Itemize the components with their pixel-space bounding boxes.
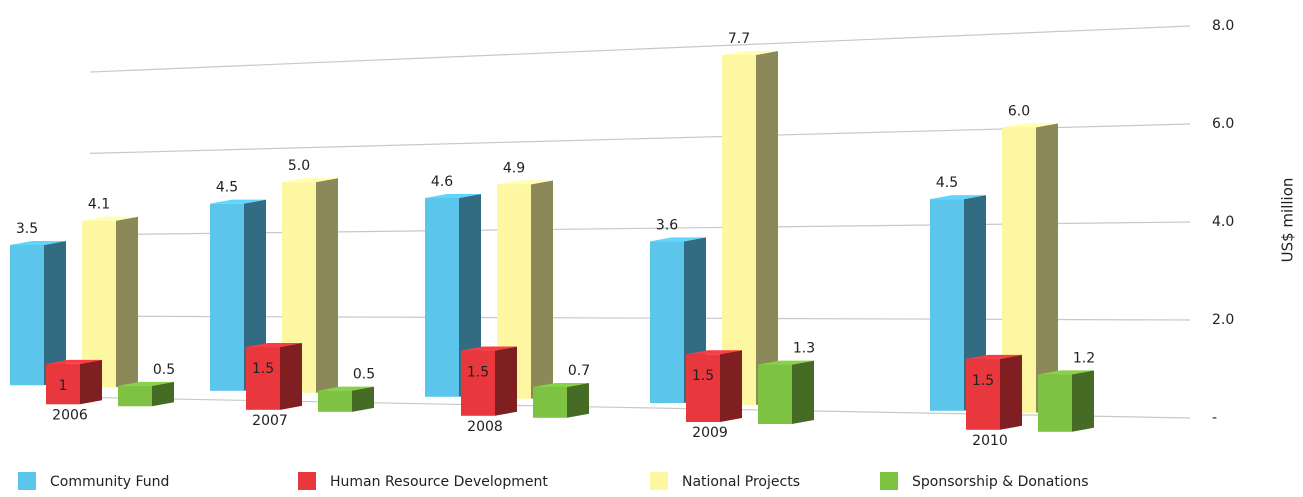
- bar-side: [531, 180, 553, 399]
- bar-side: [567, 382, 589, 418]
- legend-label: Human Resource Development: [330, 474, 548, 490]
- x-tick-label: 2009: [692, 425, 728, 441]
- data-label: 1.5: [252, 361, 274, 377]
- bar-top: [686, 350, 742, 355]
- bar: [425, 198, 459, 397]
- y-tick-label: 4.0: [1212, 214, 1234, 230]
- data-label: 1.3: [793, 341, 815, 357]
- bar-side: [44, 241, 66, 386]
- bar: [533, 386, 567, 418]
- y-tick-label: 2.0: [1212, 312, 1234, 328]
- y-tick-label: 8.0: [1212, 18, 1234, 34]
- bar: [318, 390, 352, 412]
- bar-side: [280, 343, 302, 410]
- bar-top: [1002, 123, 1058, 128]
- bar-side: [1036, 123, 1058, 413]
- legend-label: Community Fund: [50, 474, 169, 490]
- bar-top: [246, 343, 302, 348]
- data-label: 5.0: [288, 158, 310, 174]
- data-label: 4.5: [216, 180, 238, 196]
- bar-top: [650, 237, 706, 242]
- bar: [461, 350, 495, 416]
- data-label: 1: [59, 378, 68, 394]
- x-tick-label: 2006: [52, 407, 88, 423]
- data-label: 4.1: [88, 197, 110, 213]
- bar-side: [152, 381, 174, 407]
- bar: [118, 385, 152, 407]
- data-label: 3.5: [16, 221, 38, 237]
- bar-top: [1038, 370, 1094, 375]
- bar: [246, 347, 280, 410]
- bar-top: [758, 360, 814, 365]
- bar-side: [459, 194, 481, 397]
- data-label: 7.7: [728, 31, 750, 47]
- bar-side: [792, 360, 814, 425]
- bar-top: [533, 382, 589, 387]
- data-label: 3.6: [656, 217, 678, 233]
- bar: [46, 363, 80, 405]
- data-label: 1.5: [467, 365, 489, 381]
- data-label: 0.5: [353, 367, 375, 383]
- x-tick-label: 2008: [467, 419, 503, 435]
- bar: [650, 241, 684, 404]
- bar-top: [118, 381, 174, 386]
- bar-side: [244, 199, 266, 391]
- bar-side: [116, 216, 138, 388]
- grid-line: [89, 25, 1191, 73]
- bar-top: [210, 199, 266, 204]
- bar-side: [80, 359, 102, 405]
- bar-top: [930, 195, 986, 200]
- bar-top: [722, 50, 778, 55]
- y-tick-label: 6.0: [1212, 116, 1234, 132]
- bar-top: [82, 216, 138, 221]
- data-label: 1.5: [692, 368, 714, 384]
- bar-top: [46, 359, 102, 364]
- bar-side: [756, 50, 778, 406]
- bar-side: [720, 350, 742, 423]
- bar-top: [318, 386, 374, 391]
- legend-swatch: [18, 472, 36, 490]
- bar: [722, 54, 756, 406]
- bar: [758, 364, 792, 425]
- bar-top: [10, 241, 66, 246]
- y-tick-label: -: [1212, 410, 1217, 426]
- data-label: 0.5: [153, 362, 175, 378]
- bar: [1038, 374, 1072, 432]
- bar-top: [966, 354, 1022, 359]
- data-label: 1.5: [972, 373, 994, 389]
- x-tick-label: 2007: [252, 413, 288, 429]
- legend-label: National Projects: [682, 474, 800, 490]
- bar-side: [1000, 354, 1022, 430]
- data-label: 4.6: [431, 174, 453, 190]
- bar-top: [461, 346, 517, 351]
- data-label: 4.9: [503, 160, 525, 176]
- legend-label: Sponsorship & Donations: [912, 474, 1089, 490]
- bar-top: [425, 194, 481, 198]
- data-label: 1.2: [1073, 350, 1095, 366]
- bar: [930, 199, 964, 411]
- data-label: 0.7: [568, 363, 590, 379]
- x-tick-label: 2010: [972, 433, 1008, 449]
- bar-side: [495, 346, 517, 416]
- bar-side: [316, 178, 338, 393]
- data-label: 4.5: [936, 175, 958, 191]
- bar: [966, 358, 1000, 430]
- legend-swatch: [650, 472, 668, 490]
- bar: [82, 220, 116, 388]
- legend-swatch: [880, 472, 898, 490]
- bar: [210, 203, 244, 391]
- y-axis-label: US$ million: [1279, 178, 1297, 263]
- bar-side: [352, 386, 374, 412]
- bar-side: [1072, 370, 1094, 432]
- bar: [686, 354, 720, 423]
- bar-top: [497, 180, 553, 185]
- legend-swatch: [298, 472, 316, 490]
- data-label: 6.0: [1008, 103, 1030, 119]
- bar: [10, 245, 44, 386]
- bar-top: [282, 178, 338, 183]
